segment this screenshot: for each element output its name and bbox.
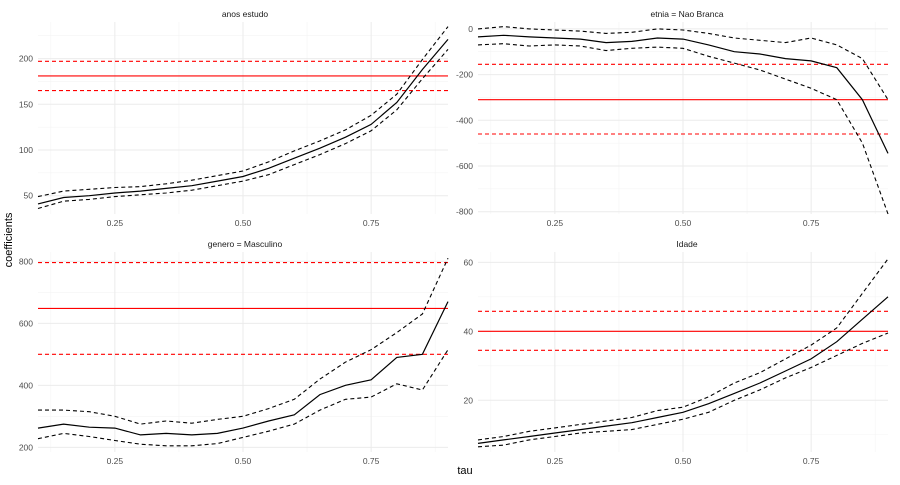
quantile-estimate-line bbox=[37, 39, 449, 205]
panel-4: 0.25 0.50 0.75 20 40 60 Idade bbox=[464, 239, 889, 466]
y-tick-label: 600 bbox=[19, 318, 33, 328]
x-tick-label: 0.75 bbox=[363, 456, 380, 466]
quantile-estimate-line bbox=[37, 301, 449, 436]
y-tick-label: 800 bbox=[19, 256, 33, 266]
x-tick-label: 0.25 bbox=[547, 218, 564, 228]
quantile-ci-upper-line bbox=[477, 258, 889, 441]
x-tick-label: 0.50 bbox=[235, 218, 252, 228]
x-tick-label: 0.75 bbox=[803, 218, 820, 228]
y-tick-label: -800 bbox=[456, 207, 473, 217]
quantile-estimate-line bbox=[477, 34, 889, 154]
y-tick-label: 200 bbox=[19, 54, 33, 64]
x-tick-label: 0.75 bbox=[803, 456, 820, 466]
panel-3: 0.25 0.50 0.75 200 400 600 800 genero = Masculi… bbox=[19, 239, 449, 466]
panel-title: anos estudo bbox=[222, 9, 269, 19]
y-tick-label: 50 bbox=[24, 191, 34, 201]
y-tick-label: 100 bbox=[19, 145, 33, 155]
x-tick-label: 0.25 bbox=[107, 456, 124, 466]
x-tick-label: 0.25 bbox=[547, 456, 564, 466]
y-axis-label: coefficients bbox=[3, 212, 15, 267]
y-tick-label: 40 bbox=[464, 326, 474, 336]
quantile-estimate-line bbox=[477, 296, 889, 444]
panel-1: 0.25 0.50 0.75 50 100 150 200 anos estudo bbox=[19, 9, 449, 228]
panel-2: 0.25 0.50 0.75 0 -200 -400 -600 -800 etnia = Nao… bbox=[456, 9, 889, 228]
y-tick-label: 60 bbox=[464, 257, 474, 267]
y-tick-label: -400 bbox=[456, 115, 473, 125]
y-tick-label: 150 bbox=[19, 99, 33, 109]
y-tick-label: 0 bbox=[468, 24, 473, 34]
panel-title: etnia = Nao Branca bbox=[650, 9, 723, 19]
x-axis-label: tau bbox=[457, 465, 472, 477]
panel-title: Idade bbox=[676, 239, 698, 249]
y-tick-label: 200 bbox=[19, 442, 33, 452]
x-tick-label: 0.50 bbox=[235, 456, 252, 466]
quantile-ci-lower-line bbox=[477, 43, 889, 215]
x-tick-label: 0.25 bbox=[107, 218, 124, 228]
x-tick-label: 0.75 bbox=[363, 218, 380, 228]
quantile-ci-upper-line bbox=[477, 26, 889, 100]
y-tick-label: 400 bbox=[19, 380, 33, 390]
panel-title: genero = Masculino bbox=[208, 239, 283, 249]
quantile-ci-lower-line bbox=[37, 349, 449, 447]
y-tick-label: 20 bbox=[464, 395, 474, 405]
quantile-ci-upper-line bbox=[37, 26, 449, 198]
x-tick-label: 0.50 bbox=[675, 218, 692, 228]
x-tick-label: 0.50 bbox=[675, 456, 692, 466]
y-tick-label: -600 bbox=[456, 161, 473, 171]
y-tick-label: -200 bbox=[456, 70, 473, 80]
